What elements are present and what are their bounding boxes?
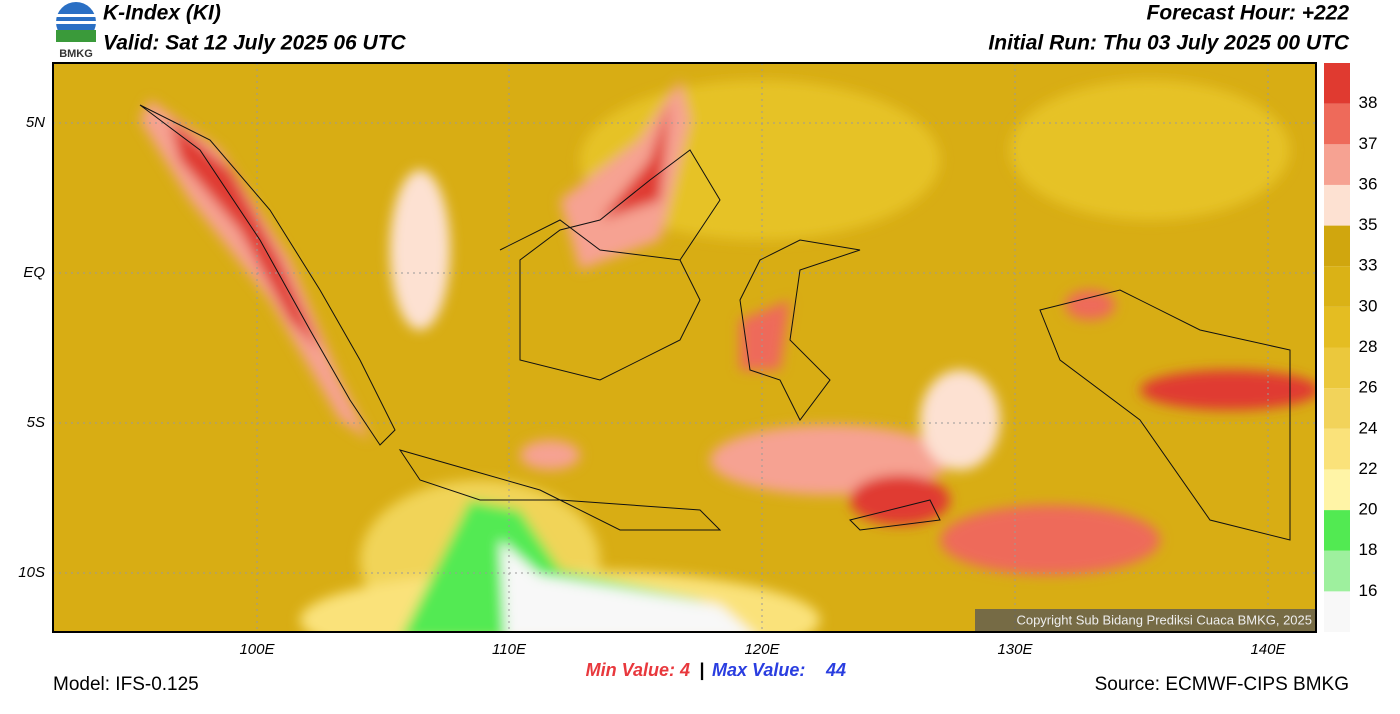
min-max: Min Value: 4 | Max Value: 44 (586, 660, 846, 680)
lat-label: 5N (26, 114, 45, 131)
colorbar-segment (1324, 510, 1350, 551)
map-field: Copyright Sub Bidang Prediksi Cuaca BMKG… (53, 63, 1316, 632)
colorbar-label: 37 (1359, 134, 1378, 153)
colorbar-segment (1324, 184, 1350, 226)
colorbar-segment (1324, 103, 1350, 145)
separator: | (699, 660, 704, 680)
colorbar-label: 30 (1359, 296, 1378, 315)
colorbar-segment (1324, 225, 1350, 267)
lon-labels: 100E 110E 120E 130E 140E (239, 641, 1286, 658)
forecast-hour: Forecast Hour: +222 (1147, 2, 1350, 25)
colorbar-segment (1324, 63, 1350, 104)
lat-label: 10S (18, 564, 45, 581)
min-label: Min Value: (586, 660, 675, 680)
min-value: 4 (679, 660, 690, 680)
lon-label: 110E (492, 641, 527, 658)
colorbar-segment (1324, 428, 1350, 470)
graticule (53, 63, 1316, 632)
colorbar-label: 20 (1359, 500, 1378, 519)
colorbar-segment (1324, 266, 1350, 307)
max-value: 44 (825, 660, 846, 680)
colorbar-segment (1324, 550, 1350, 592)
colorbar-segment (1324, 469, 1350, 511)
lat-label: EQ (23, 264, 45, 281)
valid-time: Valid: Sat 12 July 2025 06 UTC (103, 32, 407, 55)
max-label: Max Value: (712, 660, 805, 680)
colorbar-segment (1324, 388, 1350, 429)
lon-label: 130E (997, 641, 1033, 658)
map-frame (52, 62, 1317, 633)
colorbar-label: 38 (1359, 93, 1378, 112)
colorbar-segment (1324, 591, 1350, 632)
coastlines (139, 104, 1291, 541)
colorbar-segment (1324, 347, 1350, 389)
model: Model: IFS-0.125 (53, 674, 199, 695)
colorbar-label: 35 (1359, 215, 1378, 234)
source: Source: ECMWF-CIPS BMKG (1095, 674, 1349, 695)
colorbar-label: 18 (1359, 540, 1378, 559)
colorbar-label: 24 (1359, 418, 1378, 437)
lat-labels: 5N EQ 5S 10S (18, 114, 45, 581)
colorbar: 16 18 20 22 24 26 28 30 33 35 36 37 38 (1324, 63, 1377, 632)
colorbar-segment (1324, 144, 1350, 185)
colorbar-label: 33 (1359, 256, 1378, 275)
copyright: Copyright Sub Bidang Prediksi Cuaca BMKG… (1016, 612, 1312, 627)
colorbar-segment (1324, 306, 1350, 348)
logo-text: BMKG (59, 48, 93, 60)
initial-run: Initial Run: Thu 03 July 2025 00 UTC (988, 32, 1349, 55)
colorbar-label: 28 (1359, 337, 1378, 356)
logo: BMKG (56, 2, 96, 60)
colorbar-label: 26 (1359, 378, 1378, 397)
colorbar-label: 22 (1359, 459, 1378, 478)
lon-label: 100E (239, 641, 275, 658)
colorbar-label: 16 (1359, 581, 1378, 600)
lon-label: 140E (1250, 641, 1286, 658)
colorbar-label: 36 (1359, 174, 1378, 193)
lat-label: 5S (27, 414, 45, 431)
lon-label: 120E (744, 641, 780, 658)
title: K-Index (KI) (103, 2, 221, 25)
